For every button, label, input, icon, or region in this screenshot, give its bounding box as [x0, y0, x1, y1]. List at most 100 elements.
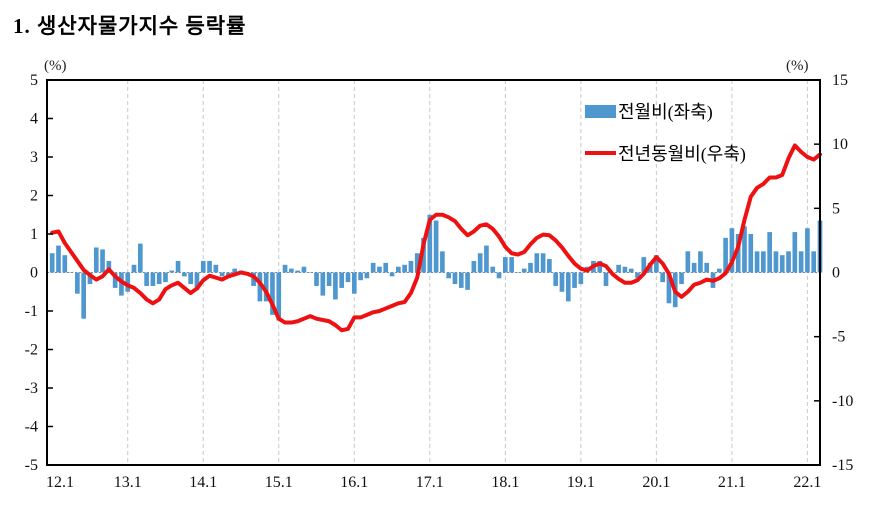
- bar-month: [219, 272, 225, 277]
- bar-month: [232, 268, 238, 273]
- bar-month: [704, 262, 710, 273]
- bar-month: [68, 272, 74, 273]
- bar-month: [326, 272, 332, 286]
- bar-month: [622, 266, 628, 273]
- x-axis-tick-label: 18.1: [491, 474, 519, 491]
- bar-month: [559, 272, 565, 292]
- left-axis-tick-label: 5: [30, 72, 38, 89]
- bar-month: [565, 272, 571, 302]
- bar-month: [112, 272, 118, 288]
- bar-month: [452, 272, 458, 285]
- bar-month: [56, 245, 61, 273]
- bar-month: [150, 272, 156, 286]
- right-axis-tick-label: -15: [832, 457, 853, 474]
- bar-month: [660, 272, 665, 283]
- page-title: 1. 생산자물가지수 등락률: [13, 14, 247, 38]
- bar-month: [635, 272, 640, 279]
- left-axis-tick-label: 4: [30, 111, 38, 128]
- bar-month: [792, 232, 798, 273]
- x-axis-tick-label: 20.1: [642, 474, 670, 491]
- plot-border: [46, 79, 821, 466]
- bar-month: [490, 266, 496, 273]
- bar-month: [156, 272, 162, 285]
- chart-legend: 전월비(좌축) 전년동월비(우축): [585, 96, 805, 180]
- yoy-line: [50, 143, 822, 333]
- bar-month: [578, 272, 584, 285]
- bar-month: [345, 272, 351, 283]
- right-axis-tick-label: 10: [832, 136, 848, 153]
- bar-month: [805, 228, 810, 273]
- bar-month: [603, 272, 609, 286]
- bar-month: [131, 264, 137, 273]
- bar-month: [320, 272, 326, 296]
- bar-month: [282, 264, 288, 273]
- bar-month: [779, 255, 785, 273]
- bar-month: [597, 260, 603, 273]
- bar-month: [471, 260, 477, 273]
- bar-month: [761, 251, 766, 273]
- bar-month: [666, 272, 672, 304]
- x-axis-tick-label: 17.1: [416, 474, 444, 491]
- left-axis-tick-label: -2: [25, 342, 38, 359]
- bar-month: [182, 272, 187, 277]
- bar-month: [100, 249, 105, 273]
- left-axis-unit: (%): [44, 58, 67, 74]
- bar-month: [748, 234, 754, 273]
- x-axis-tick-label: 15.1: [265, 474, 293, 491]
- bar-month: [119, 272, 124, 296]
- bar-month: [502, 257, 508, 273]
- bar-month: [314, 272, 319, 286]
- bar-month: [691, 262, 697, 273]
- x-axis-tick-label: 21.1: [718, 474, 746, 491]
- left-axis-tick-label: 1: [30, 226, 38, 243]
- bar-month: [735, 234, 741, 273]
- bar-month: [87, 272, 93, 285]
- bar-month: [754, 251, 760, 273]
- right-axis-tick-label: 5: [832, 200, 840, 217]
- bar-month: [144, 272, 149, 286]
- bar-month: [698, 251, 703, 273]
- bar-month: [767, 232, 772, 273]
- left-axis-tick-label: -1: [25, 303, 38, 320]
- bar-month: [163, 272, 168, 283]
- bar-month: [377, 266, 382, 273]
- bar-month: [364, 272, 370, 279]
- left-axis-tick-label: -3: [25, 380, 38, 397]
- bar-month: [440, 251, 445, 273]
- bar-month: [62, 255, 68, 273]
- bar-month: [358, 272, 363, 281]
- bar-month: [414, 253, 420, 273]
- x-axis-tick-label: 22.1: [793, 474, 821, 491]
- bar-month: [276, 272, 282, 321]
- bar-month: [509, 257, 514, 273]
- legend-bar-label: 전월비(좌축): [618, 102, 713, 122]
- bar-month: [125, 272, 131, 292]
- bar-month: [540, 253, 546, 273]
- bar-month: [446, 272, 452, 279]
- bar-month: [547, 259, 552, 273]
- bar-month: [528, 262, 533, 273]
- left-axis-tick-label: -4: [25, 419, 38, 436]
- right-axis-tick-label: 0: [832, 265, 840, 282]
- bar-month: [534, 253, 540, 273]
- bar-month: [251, 272, 256, 286]
- bar-month: [786, 251, 791, 273]
- line-series-swatch: [585, 151, 616, 155]
- x-axis-tick-label: 13.1: [114, 474, 142, 491]
- bar-month: [811, 251, 817, 273]
- bar-series-swatch: [585, 104, 616, 118]
- legend-line-label: 전년동월비(우축): [618, 144, 746, 164]
- bar-month: [213, 264, 219, 273]
- bar-month: [207, 260, 212, 273]
- bar-month: [515, 272, 521, 273]
- bar-month: [408, 260, 414, 273]
- bar-month: [81, 272, 86, 319]
- bar-month: [333, 272, 338, 300]
- bar-month: [188, 272, 193, 285]
- bar-month: [200, 260, 206, 273]
- left-axis-tick-label: -5: [25, 457, 38, 474]
- bar-month: [93, 247, 99, 273]
- right-axis-unit: (%): [786, 58, 809, 74]
- bar-month: [295, 270, 300, 273]
